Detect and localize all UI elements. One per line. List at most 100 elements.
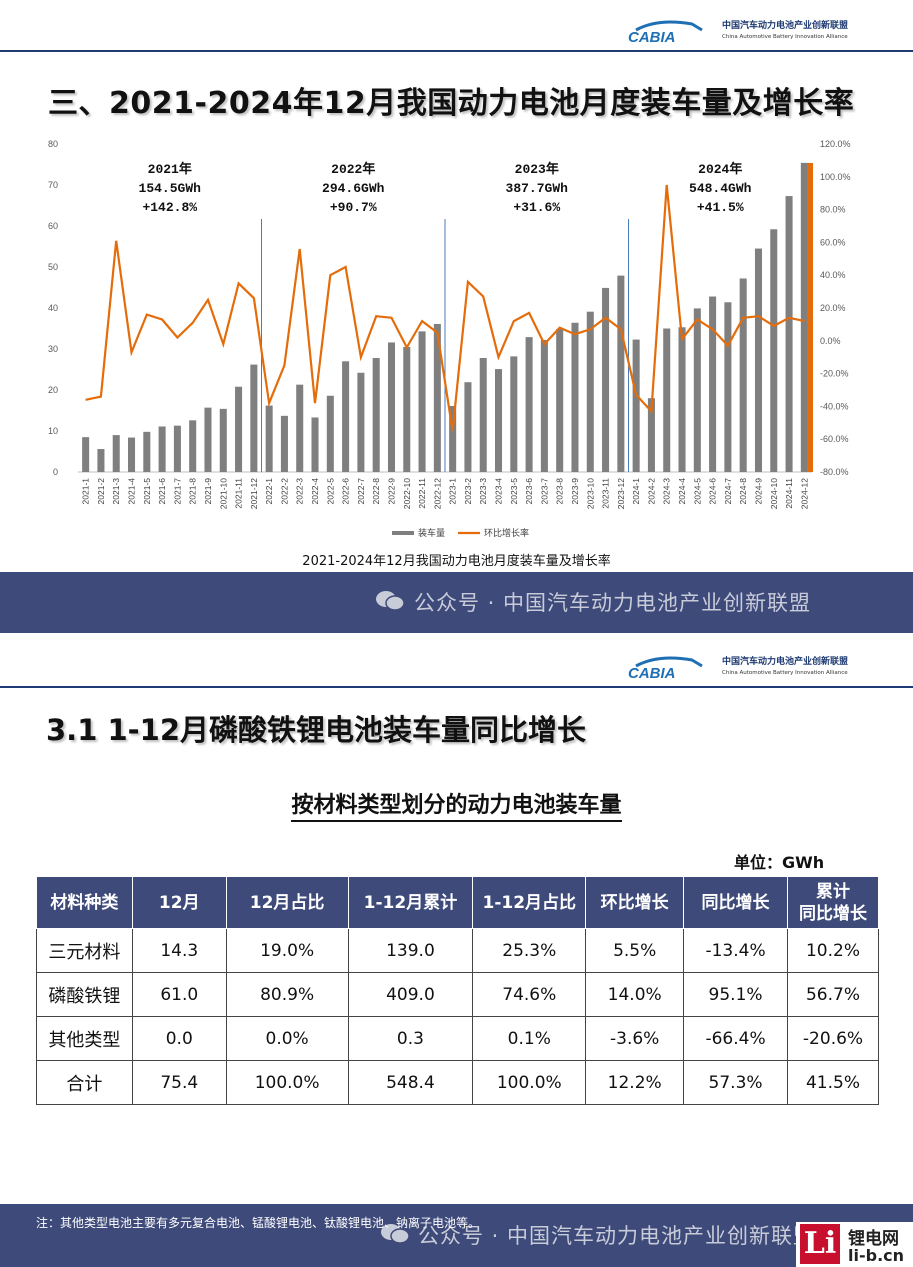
table-row: 合计 75.4 100.0% 548.4 100.0% 12.2% 57.3% 41.5% (36, 1060, 879, 1105)
header-dec: 12月 (131, 876, 227, 929)
row-label: 磷酸铁锂 (36, 972, 133, 1017)
header-ytd: 1-12月累计 (347, 876, 474, 929)
table-cell: 0.0 (131, 1016, 227, 1061)
bar (311, 417, 319, 472)
bar (219, 408, 227, 472)
y-left-tick-label: 30 (48, 344, 58, 354)
x-tick-label: 2022-9 (386, 478, 396, 505)
wechat-icon (381, 1224, 410, 1244)
x-tick-label: 2024-7 (723, 478, 733, 505)
x-tick-label: 2024-9 (753, 478, 763, 505)
table-cell: 5.5% (585, 928, 685, 973)
x-tick-label: 2022-6 (341, 478, 351, 505)
x-tick-label: 2022-4 (310, 478, 320, 505)
bar (479, 358, 487, 472)
legend-line-label: 环比增长率 (484, 527, 529, 538)
y-left-tick-label: 0 (53, 467, 58, 477)
mom-growth-line (85, 184, 805, 432)
site-name: 锂电网 (848, 1229, 899, 1249)
bar (97, 449, 105, 472)
x-tick-label: 2023-2 (463, 478, 473, 505)
x-tick-label: 2022-10 (402, 478, 412, 509)
bar (265, 405, 273, 472)
table-cell: 14.0% (585, 972, 685, 1017)
page2-title: 3.1 1-12月磷酸铁锂电池装车量同比增长 (46, 713, 587, 747)
annotation-growth: +90.7% (330, 200, 377, 215)
legend-bar-label: 装车量 (418, 527, 445, 538)
table-cell: 19.0% (225, 928, 349, 973)
x-tick-label: 2023-11 (601, 478, 611, 509)
table-cell: 139.0 (347, 928, 474, 973)
header-material: 材料种类 (36, 876, 133, 929)
bar (189, 420, 197, 472)
header-ytd-share: 1-12月占比 (472, 876, 587, 929)
bar (495, 369, 503, 472)
annotation-total: 548.4GWh (689, 181, 752, 196)
y-left-tick-label: 10 (48, 426, 58, 436)
x-tick-label: 2021-4 (127, 478, 137, 505)
right-axis-highlight (807, 163, 813, 472)
table-cell: 41.5% (787, 1060, 879, 1105)
x-tick-label: 2024-8 (738, 478, 748, 505)
bar (724, 302, 732, 472)
bar (632, 339, 640, 472)
table-cell: 0.1% (472, 1016, 587, 1061)
bar (709, 296, 717, 472)
bar (586, 311, 594, 472)
x-tick-label: 2021-11 (234, 478, 244, 509)
x-tick-label: 2023-7 (539, 478, 549, 505)
site-url: li-b.cn (848, 1246, 905, 1265)
bar (296, 384, 304, 472)
x-tick-label: 2023-4 (494, 478, 504, 505)
annotation-year: 2023年 (515, 161, 559, 177)
y-left-tick-label: 70 (48, 180, 58, 190)
table-title: 按材料类型划分的动力电池装车量 (0, 787, 913, 822)
table-cell: -13.4% (683, 928, 788, 973)
x-tick-label: 2024-2 (646, 478, 656, 505)
x-tick-label: 2023-12 (616, 478, 626, 509)
table-cell: 75.4 (131, 1060, 227, 1105)
bar (464, 382, 472, 472)
table-cell: 25.3% (472, 928, 587, 973)
bar (143, 431, 151, 472)
bar (693, 308, 701, 472)
bar (433, 323, 441, 472)
y-right-tick-label: 20.0% (820, 303, 846, 313)
bar (280, 415, 288, 472)
x-tick-label: 2021-9 (203, 478, 213, 505)
bar (326, 395, 334, 472)
x-tick-label: 2023-8 (555, 478, 565, 505)
table-cell: -66.4% (683, 1016, 788, 1061)
bar (647, 398, 655, 472)
row-label: 其他类型 (36, 1016, 133, 1061)
annotation-total: 154.5GWh (139, 181, 202, 196)
bar (342, 361, 350, 472)
bar (128, 437, 136, 472)
site-badge[interactable]: Li 锂电网 li-b.cn (796, 1222, 913, 1267)
bar (754, 248, 762, 472)
header-yoy: 同比增长 (683, 876, 788, 929)
table-cell: -20.6% (787, 1016, 879, 1061)
y-right-tick-label: -20.0% (820, 369, 849, 379)
bar (571, 322, 579, 472)
table-cell: 56.7% (787, 972, 879, 1017)
li-logo-icon: Li (800, 1224, 840, 1264)
bar (525, 337, 533, 472)
y-right-tick-label: -40.0% (820, 401, 849, 411)
bar (82, 437, 90, 472)
x-tick-label: 2022-7 (356, 478, 366, 505)
table-footnote: 注：其他类型电池主要有多元复合电池、锰酸锂电池、钛酸锂电池、钠离子电池等。 (36, 1216, 481, 1230)
x-tick-label: 2024-11 (784, 478, 794, 509)
bar (449, 405, 457, 472)
wechat-icon (376, 591, 405, 611)
bar (556, 328, 564, 472)
table-cell: 57.3% (683, 1060, 788, 1105)
bar (173, 425, 181, 472)
table-cell: 100.0% (225, 1060, 349, 1105)
y-right-tick-label: 60.0% (820, 237, 846, 247)
annotation-growth: +142.8% (142, 200, 197, 215)
x-tick-label: 2022-2 (279, 478, 289, 505)
bar (770, 229, 778, 472)
svg-text:CABIA: CABIA (628, 29, 676, 44)
table-cell: 61.0 (131, 972, 227, 1017)
